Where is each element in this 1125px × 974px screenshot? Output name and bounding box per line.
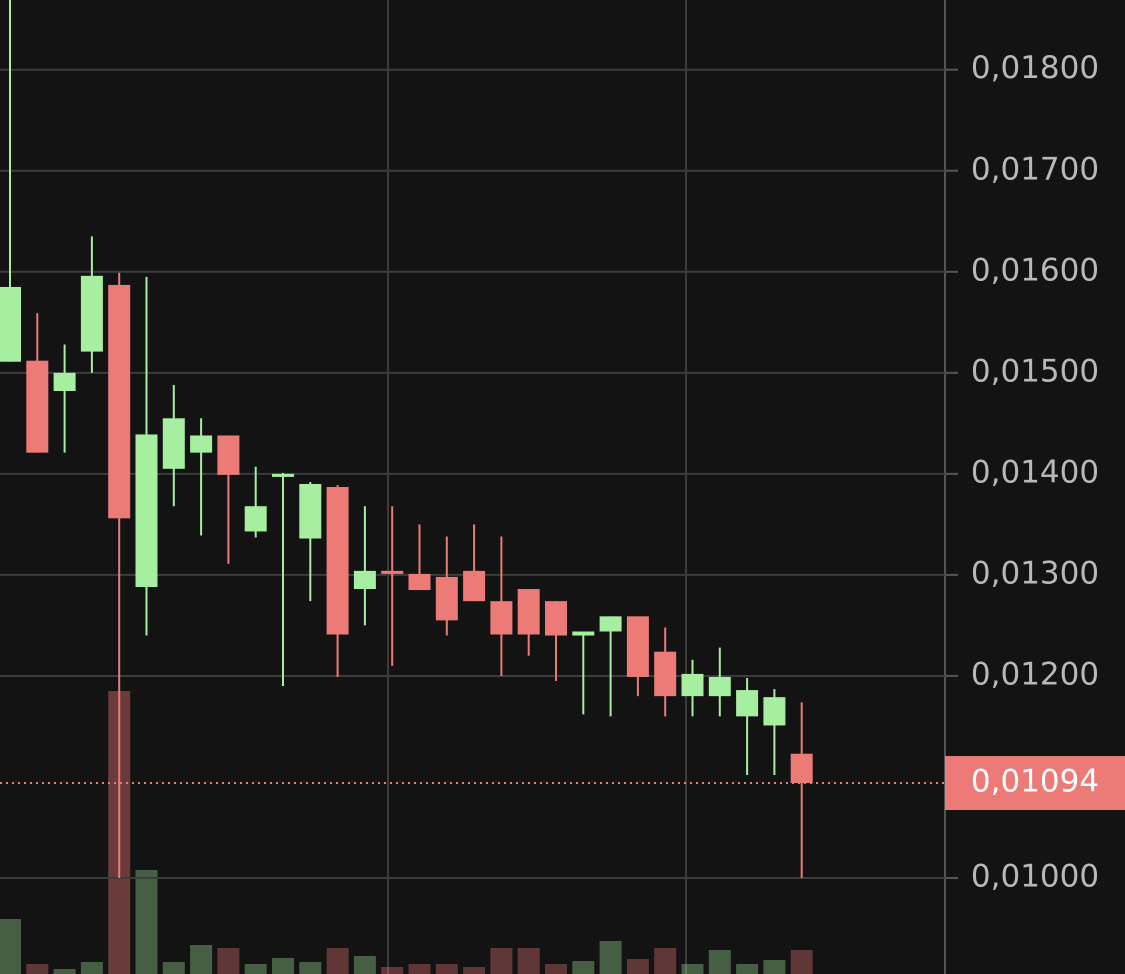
volume-bar (599, 941, 622, 974)
volume-bar (53, 969, 76, 974)
candle-body (572, 631, 595, 636)
candle-body (162, 418, 185, 469)
candle-body (626, 616, 649, 677)
candle-body (299, 483, 322, 539)
candle-body (435, 576, 458, 621)
volume-bar (299, 962, 322, 974)
candle-body (545, 601, 567, 636)
candle-body (0, 286, 21, 362)
candle-body (272, 473, 294, 477)
candle-body (599, 616, 622, 632)
y-tick-label: 0,01300 (971, 555, 1099, 591)
candle-body (490, 601, 513, 635)
volume-bar (572, 961, 595, 974)
candle-body (80, 275, 103, 352)
y-tick-label: 0,01500 (971, 353, 1099, 389)
candle-body (517, 589, 540, 635)
volume-bar (681, 964, 704, 974)
volume-bar (435, 964, 458, 974)
volume-bar (626, 959, 649, 974)
volume-layer (0, 691, 813, 974)
volume-bar (408, 964, 431, 974)
volume-bar (545, 964, 567, 974)
candle-body (353, 570, 376, 590)
volume-bar (80, 962, 103, 974)
volume-bar (708, 950, 731, 974)
volume-bar (0, 919, 21, 974)
candle-body (135, 434, 158, 588)
volume-bar (135, 870, 158, 974)
candle-body (190, 435, 213, 453)
candle-body (381, 570, 404, 574)
last-price-label: 0,01094 (971, 764, 1099, 800)
volume-bar (272, 958, 294, 974)
candle-body (217, 435, 240, 475)
candle-body (108, 284, 131, 519)
candle-body (53, 372, 76, 392)
candle-body (244, 506, 267, 532)
volume-bar (217, 948, 240, 974)
volume-bar (654, 948, 677, 974)
candle-body (408, 573, 431, 591)
volume-bar (162, 962, 185, 974)
candle-body (736, 690, 759, 717)
y-tick-label: 0,01400 (971, 454, 1099, 490)
volume-bar (763, 960, 786, 974)
candle-body (326, 487, 349, 635)
candle-layer (0, 0, 813, 879)
candle-body (654, 651, 677, 697)
y-tick-label: 0,01000 (971, 859, 1099, 895)
y-tick-label: 0,01800 (971, 50, 1099, 86)
y-tick-label: 0,01600 (971, 252, 1099, 288)
volume-bar (381, 967, 404, 974)
y-tick-label: 0,01200 (971, 656, 1099, 692)
axis-layer: 0,01800 0,01700 0,01600 0,01500 0,01400 0,013… (0, 50, 1125, 895)
volume-bar (326, 948, 349, 974)
volume-bar (463, 967, 486, 974)
candle-body (26, 360, 49, 453)
y-tick-label: 0,01700 (971, 151, 1099, 187)
volume-bar (736, 964, 759, 974)
volume-bar (26, 964, 49, 974)
volume-bar (244, 964, 267, 974)
volume-bar (190, 945, 213, 974)
candle-body (790, 753, 813, 784)
candle-body (681, 673, 704, 697)
candle-body (708, 676, 731, 697)
volume-bar (490, 948, 513, 974)
volume-bar (353, 956, 376, 974)
volume-bar (790, 950, 813, 974)
volume-bar (517, 948, 540, 974)
candle-body (463, 570, 486, 602)
candle-body (763, 697, 786, 726)
last-price-box (945, 756, 1125, 811)
